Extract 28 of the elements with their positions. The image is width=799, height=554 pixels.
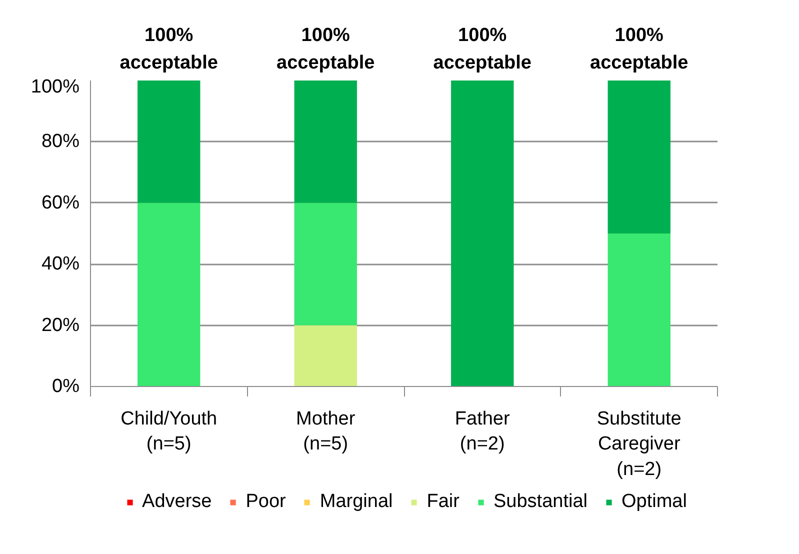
legend-label: Optimal <box>622 491 687 513</box>
text: 100% acceptable <box>276 25 375 74</box>
legend-label: Poor <box>246 491 286 513</box>
y-tick-label: 60% <box>41 192 80 214</box>
text: 100% acceptable <box>120 25 218 74</box>
bar <box>294 80 357 203</box>
y-tick-label: 0% <box>52 376 80 397</box>
legend-label: Marginal <box>320 491 393 513</box>
bar <box>294 325 357 386</box>
bar <box>451 80 514 386</box>
bar <box>608 80 670 234</box>
x-tick-label: Father (n=2) <box>454 408 511 455</box>
bar <box>294 202 357 326</box>
x-tick-label: Mother (n=5) <box>296 408 356 455</box>
text: 100% acceptable <box>433 25 532 74</box>
legend-label: Fair <box>426 491 460 513</box>
bar <box>608 234 670 386</box>
legend-label: Substantial <box>493 491 588 513</box>
x-tick-label: Substitute Caregiver (n=2) <box>596 408 682 480</box>
legend-label: Adverse <box>142 491 212 513</box>
y-tick-label: 80% <box>41 131 80 152</box>
bar <box>138 80 200 203</box>
bar <box>138 202 200 386</box>
y-tick-label: 40% <box>41 254 80 275</box>
x-tick-label: Child/Youth (n=5) <box>120 408 218 455</box>
y-tick-label: 20% <box>41 314 80 336</box>
y-tick-label: 100% <box>30 76 80 98</box>
text: 100% acceptable <box>590 25 688 74</box>
